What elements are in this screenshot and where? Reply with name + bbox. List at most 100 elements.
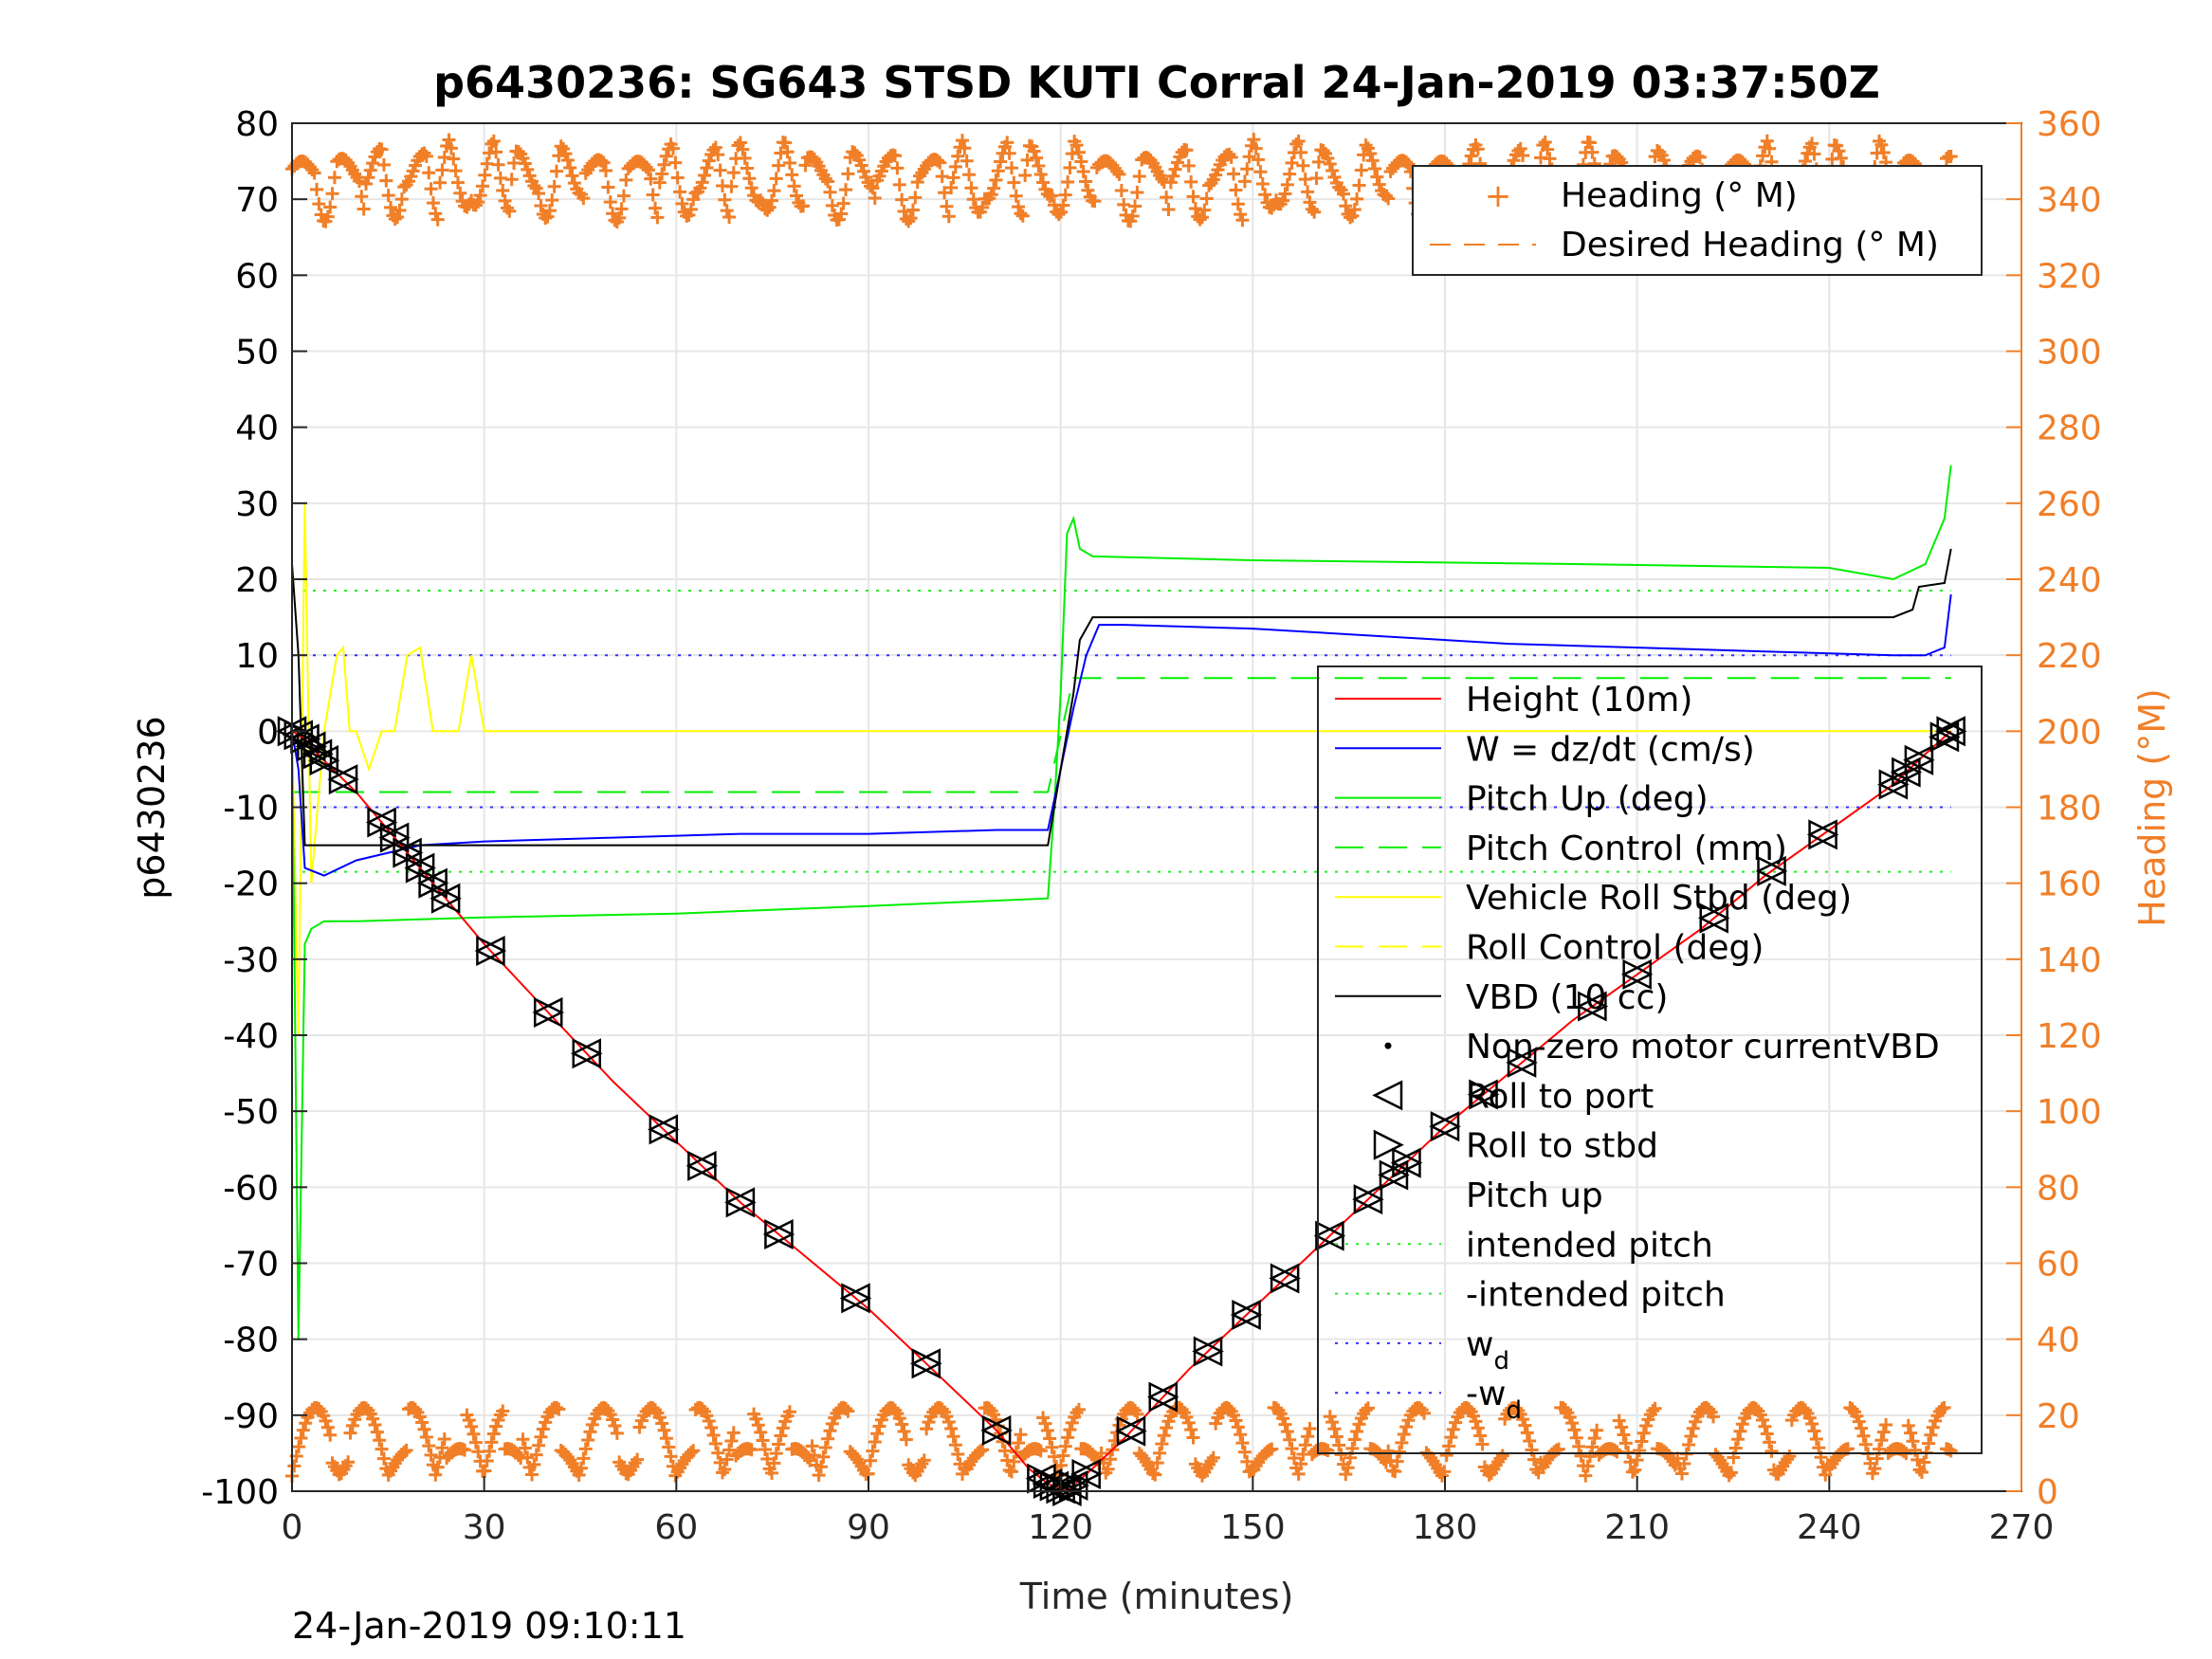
legend-main-label: W = dz/dt (cm/s): [1466, 730, 1755, 769]
y-tick-label: -100: [201, 1473, 279, 1512]
roll-to-stbd-marker: [841, 1283, 872, 1314]
y2-tick-label: 80: [2037, 1169, 2080, 1208]
y-tick-label: -50: [223, 1093, 279, 1132]
x-tick-label: 240: [1797, 1508, 1862, 1547]
roll-to-stbd-marker: [1929, 721, 1961, 753]
y2-tick-label: 240: [2037, 561, 2102, 600]
roll-to-stbd-marker: [1699, 902, 1730, 934]
legend-main-label: -wd: [1466, 1375, 1522, 1425]
x-tick-label: 180: [1413, 1508, 1478, 1547]
x-tick-label: 150: [1220, 1508, 1286, 1547]
roll-to-stbd-marker: [764, 1219, 795, 1250]
legend-glyph-stbd: [1373, 1129, 1404, 1160]
y-tick-label: -30: [223, 941, 279, 980]
legend-main-label: Pitch up: [1466, 1176, 1603, 1215]
legend-heading-marker: +: [1485, 177, 1512, 215]
legend-main-label: intended pitch: [1466, 1226, 1713, 1265]
y-tick-label: -80: [223, 1322, 279, 1360]
x-tick-label: 90: [847, 1508, 890, 1547]
roll-to-stbd-marker: [911, 1348, 942, 1379]
y-tick-label: 50: [235, 334, 279, 373]
roll-to-stbd-marker: [1148, 1381, 1179, 1413]
legend-main-label: Height (10m): [1466, 681, 1692, 720]
y2-tick-label: 320: [2037, 257, 2102, 296]
y-tick-label: 80: [235, 105, 279, 144]
roll-to-stbd-marker: [1315, 1220, 1346, 1251]
legend-heading-label-1: Desired Heading (° M): [1561, 226, 1939, 264]
legend-glyph-dot: [1384, 1042, 1392, 1049]
x-tick-label: 30: [463, 1508, 506, 1547]
roll-to-stbd-marker: [725, 1187, 757, 1218]
y-axis-label: p6430236: [131, 716, 173, 899]
y2-tick-label: 100: [2037, 1093, 2102, 1132]
roll-to-stbd-marker: [1808, 819, 1839, 850]
roll-to-stbd-marker: [1353, 1184, 1384, 1215]
legend-heading-label-0: Heading (° M): [1561, 176, 1798, 215]
x-axis-label: Time (minutes): [1019, 1576, 1294, 1617]
roll-to-stbd-marker: [533, 996, 565, 1028]
roll-to-stbd-marker: [1469, 1079, 1500, 1110]
y-tick-label: -40: [223, 1017, 279, 1056]
legend-main-label: Roll to stbd: [1466, 1127, 1658, 1166]
y2-tick-label: 40: [2037, 1322, 2080, 1360]
roll-to-stbd-marker: [649, 1114, 680, 1145]
series-line-pitch-up-deg: [291, 465, 1952, 1340]
y-tick-label: 60: [235, 257, 279, 296]
y2-tick-label: 340: [2037, 181, 2102, 220]
chart-title: p6430236: SG643 STSD KUTI Corral 24-Jan-…: [433, 57, 1880, 108]
roll-to-stbd-marker: [1270, 1263, 1301, 1294]
legend-subscript: d: [1506, 1396, 1522, 1425]
roll-markers: [276, 716, 1967, 1507]
roll-to-stbd-marker: [1904, 744, 1935, 775]
roll-to-stbd-marker: [1116, 1415, 1147, 1447]
y-tick-label: -10: [223, 790, 279, 829]
roll-to-stbd-marker: [1193, 1336, 1224, 1367]
series-line-pitch-control-mm: [292, 677, 1951, 793]
y2-tick-label: 60: [2037, 1246, 2080, 1285]
legend-glyph-port: [1372, 1080, 1403, 1111]
x-tick-label: 60: [654, 1508, 698, 1547]
y2-tick-label: 300: [2037, 334, 2102, 373]
roll-to-stbd-marker: [302, 738, 334, 770]
roll-to-stbd-marker: [1936, 716, 1967, 747]
legend-main-frame: [1317, 665, 1983, 1454]
roll-to-stbd-marker: [981, 1414, 1013, 1446]
y2-tick-label: 220: [2037, 637, 2102, 676]
axis-ticks: 0 30 60 90 120 150 180 210 240 270 80 70 60 50 40 30 20 1…: [201, 105, 2101, 1547]
y2-tick-label: 200: [2037, 713, 2102, 752]
y-tick-label: 10: [235, 637, 279, 676]
legend-main-label: VBD (10 cc): [1466, 978, 1668, 1017]
y-tick-label: -20: [223, 866, 279, 904]
y2-tick-label: 180: [2037, 790, 2102, 829]
y2-tick-label: 20: [2037, 1397, 2080, 1436]
y2-tick-label: 140: [2037, 941, 2102, 980]
y-tick-label: -90: [223, 1397, 279, 1436]
x-tick-label: 120: [1028, 1508, 1093, 1547]
x-tick-label: 210: [1604, 1508, 1670, 1547]
series-line-vehicle-roll-stbd-deg: [291, 502, 1951, 1036]
legend-heading: + Heading (° M) Desired Heading (° M): [1412, 165, 1983, 276]
roll-to-stbd-marker: [687, 1150, 719, 1181]
roll-to-stbd-marker: [476, 935, 507, 967]
series-line-vbd-10-cc: [291, 548, 1952, 847]
y-tick-label: -60: [223, 1169, 279, 1208]
y2-tick-label: 0: [2037, 1473, 2058, 1512]
roll-to-stbd-marker: [1757, 855, 1788, 886]
roll-to-stbd-marker: [1232, 1299, 1263, 1331]
y-tick-label: 40: [235, 410, 279, 448]
legend-subscript: d: [1493, 1347, 1509, 1376]
y2-tick-label: 260: [2037, 485, 2102, 524]
y2-tick-label: 280: [2037, 410, 2102, 448]
y2-axis-label: Heading (°M): [2131, 688, 2173, 927]
y2-tick-label: 120: [2037, 1017, 2102, 1056]
roll-to-stbd-marker: [1430, 1111, 1461, 1142]
roll-to-stbd-marker: [309, 745, 340, 776]
legend-main: Height (10m) W = dz/dt (cm/s) Pitch Up (de…: [1317, 665, 1983, 1454]
roll-to-stbd-marker: [430, 883, 462, 914]
y-tick-label: 0: [257, 713, 279, 752]
legend-main-label: Pitch Control (mm): [1466, 830, 1787, 868]
y-tick-label: 20: [235, 561, 279, 600]
y-tick-label: 70: [235, 181, 279, 220]
roll-to-stbd-marker: [1507, 1047, 1538, 1078]
legend-main-label: -intended pitch: [1466, 1276, 1726, 1315]
